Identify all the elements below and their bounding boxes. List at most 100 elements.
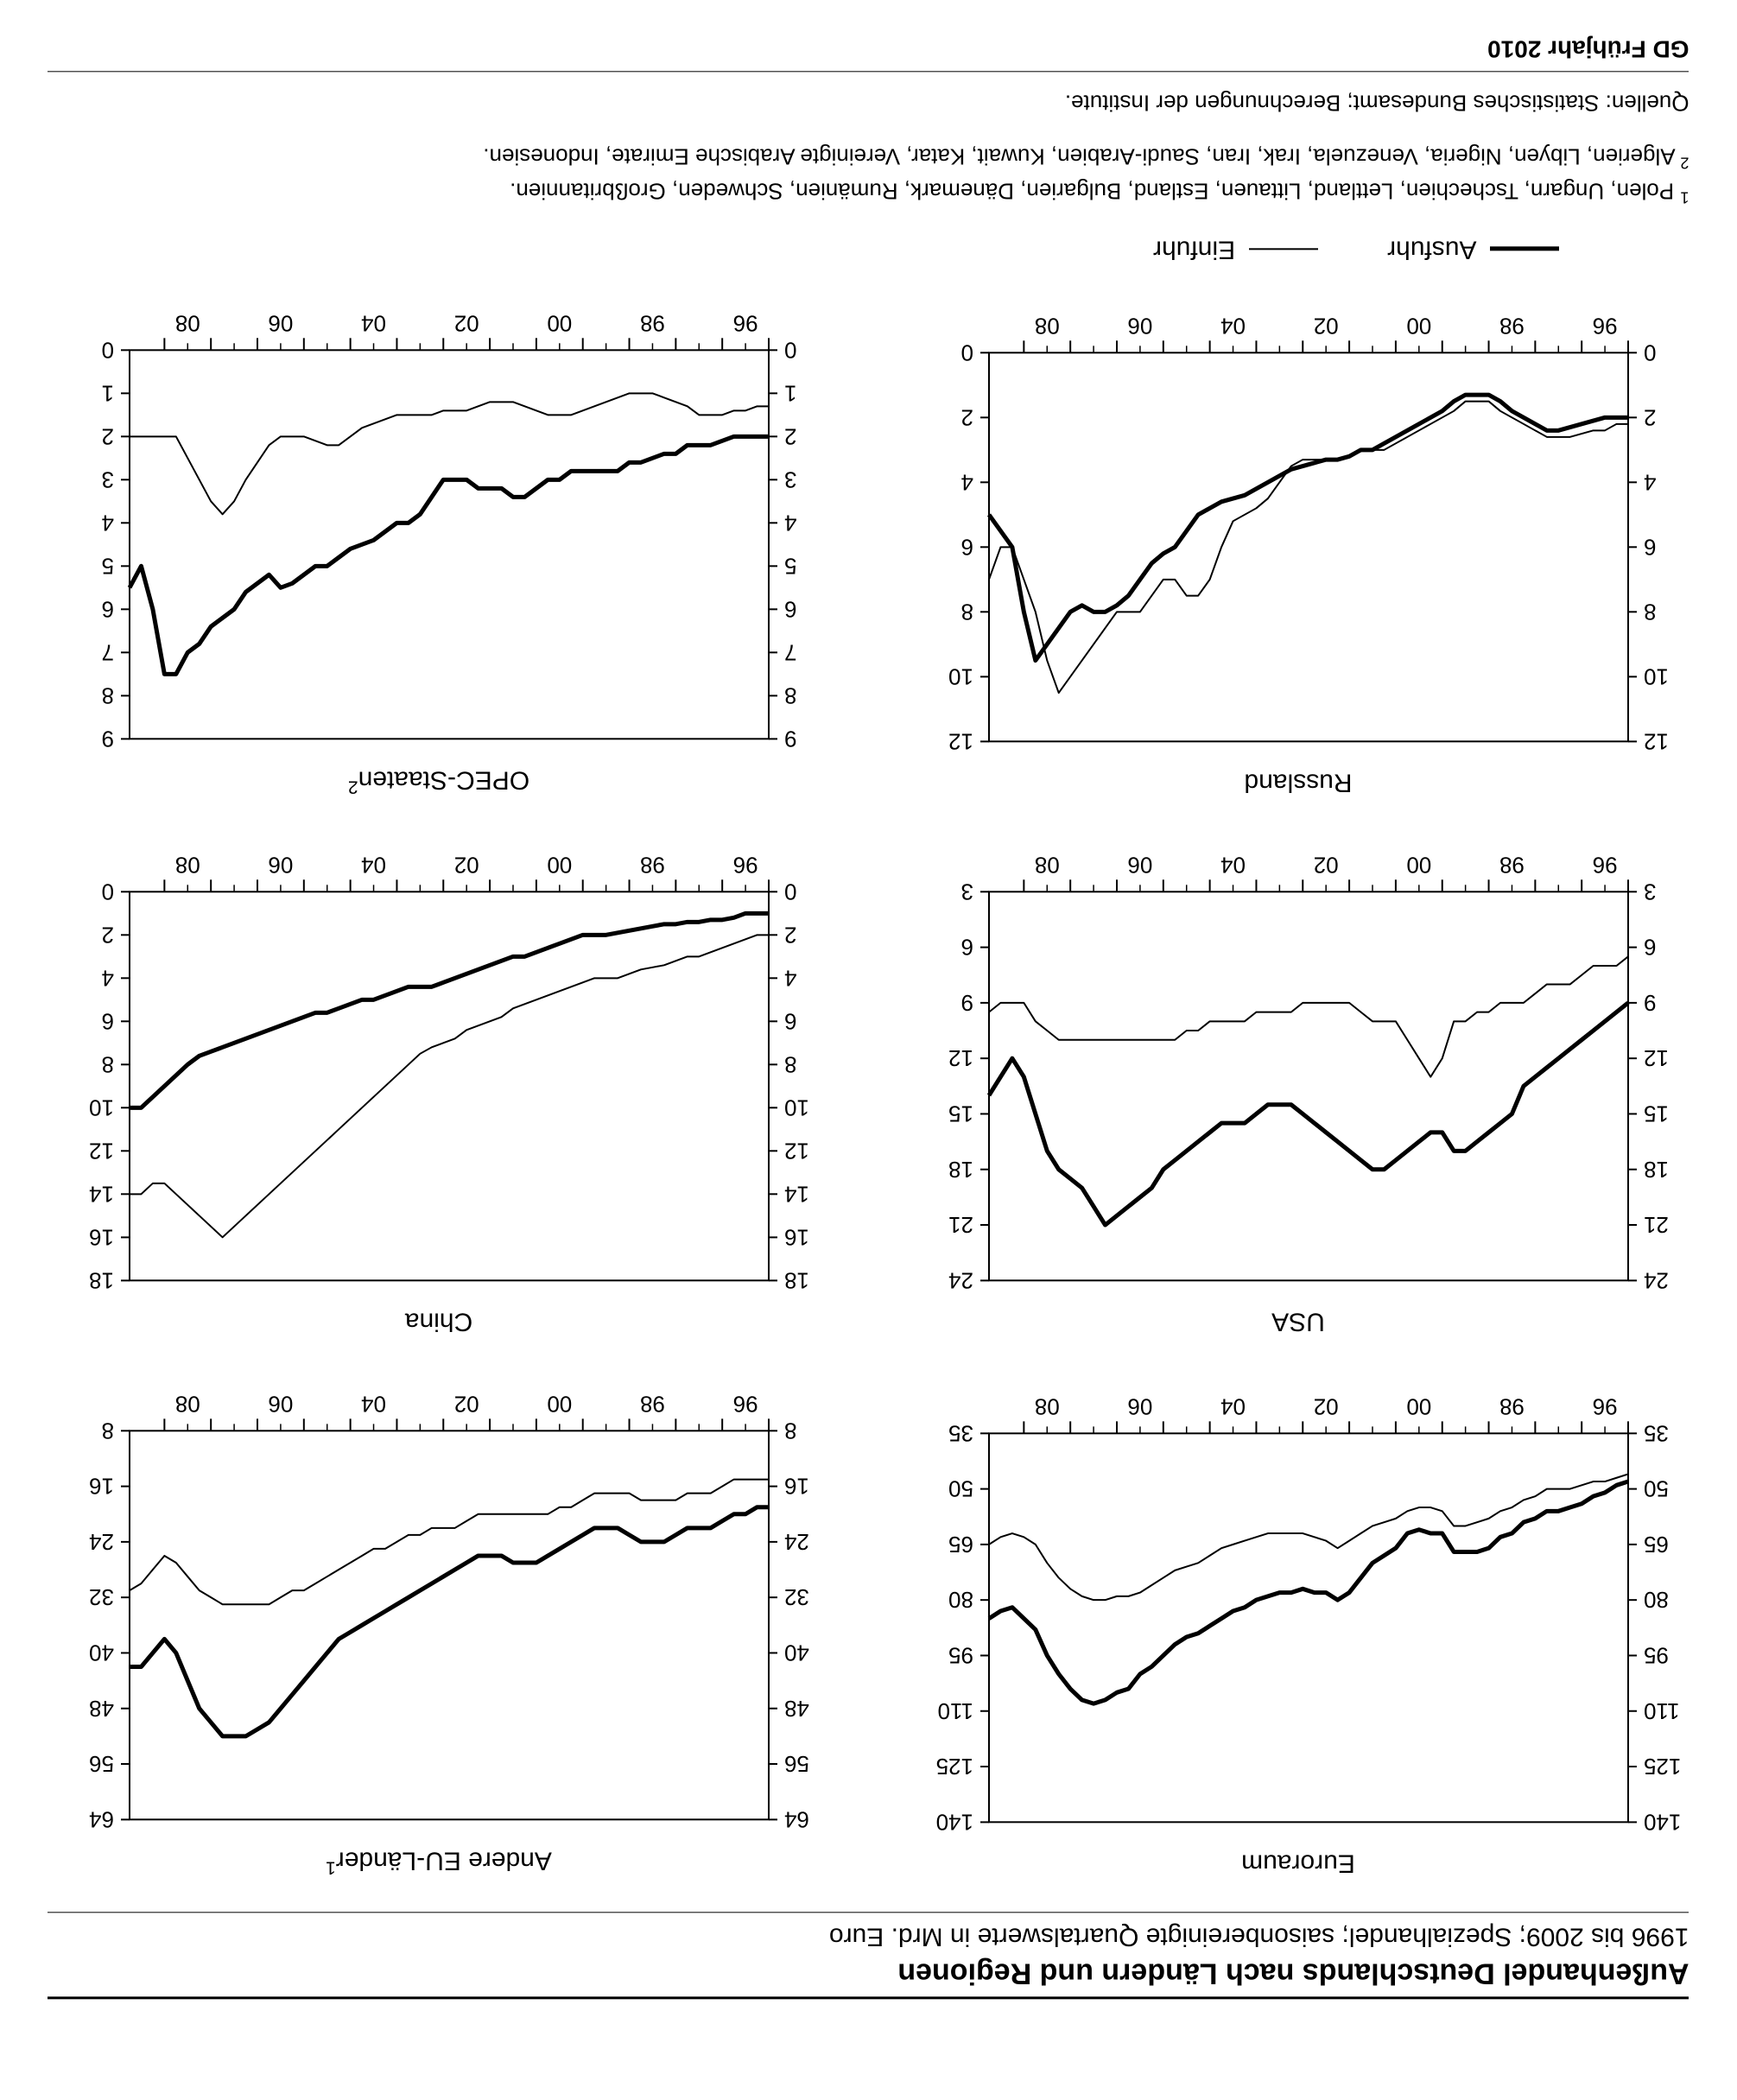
- svg-text:06: 06: [269, 310, 294, 336]
- svg-text:9: 9: [961, 990, 973, 1016]
- svg-text:3: 3: [785, 466, 797, 492]
- svg-text:12: 12: [1645, 728, 1670, 750]
- svg-text:02: 02: [1314, 852, 1339, 878]
- svg-text:14: 14: [785, 1181, 810, 1207]
- svg-text:04: 04: [1221, 852, 1246, 878]
- svg-text:6: 6: [1645, 534, 1657, 560]
- svg-text:24: 24: [1645, 1267, 1670, 1289]
- svg-text:15: 15: [1645, 1101, 1670, 1126]
- svg-text:2: 2: [961, 404, 973, 430]
- svg-text:8: 8: [785, 1418, 797, 1443]
- figure-container: Außenhandel Deutschlands nach Ländern un…: [48, 35, 1689, 1999]
- svg-text:16: 16: [90, 1474, 115, 1500]
- footnote-2: 2 Algerien, Libyen, Nigeria, Venezuela, …: [48, 140, 1689, 174]
- svg-text:6: 6: [961, 935, 973, 961]
- svg-text:4: 4: [102, 510, 114, 536]
- svg-text:08: 08: [175, 1391, 200, 1417]
- svg-text:48: 48: [785, 1696, 810, 1722]
- svg-text:24: 24: [785, 1529, 810, 1555]
- svg-text:18: 18: [785, 1267, 810, 1289]
- svg-text:96: 96: [1593, 852, 1618, 878]
- svg-text:50: 50: [949, 1476, 974, 1502]
- svg-text:125: 125: [936, 1754, 973, 1780]
- svg-text:4: 4: [961, 469, 973, 495]
- svg-text:7: 7: [102, 639, 114, 665]
- svg-text:4: 4: [785, 965, 797, 991]
- svg-text:98: 98: [640, 310, 665, 336]
- svg-text:5: 5: [102, 553, 114, 579]
- top-rule: [48, 1996, 1689, 1999]
- svg-text:140: 140: [1645, 1809, 1682, 1830]
- panels-grid: Euroraum35355050656580809595110110125125…: [48, 298, 1689, 1877]
- svg-text:00: 00: [1407, 313, 1432, 339]
- svg-text:02: 02: [1314, 313, 1339, 339]
- subtitle-rule: [48, 1912, 1689, 1913]
- svg-text:10: 10: [90, 1094, 115, 1120]
- svg-text:3: 3: [102, 466, 114, 492]
- svg-text:04: 04: [1221, 1393, 1246, 1419]
- svg-text:56: 56: [90, 1751, 115, 1777]
- svg-text:80: 80: [1645, 1587, 1670, 1613]
- svg-text:6: 6: [961, 534, 973, 560]
- svg-text:3: 3: [1645, 879, 1657, 904]
- svg-text:04: 04: [362, 1391, 387, 1417]
- svg-text:2: 2: [102, 922, 114, 948]
- panel-title-russland: Russland: [908, 767, 1689, 796]
- svg-text:65: 65: [949, 1532, 974, 1558]
- svg-text:9: 9: [102, 726, 114, 747]
- panel-andere-eu: Andere EU-Länder188161624243232404048485…: [48, 1379, 830, 1877]
- svg-text:15: 15: [949, 1101, 974, 1126]
- footer-left: GD Frühjahr 2010: [1487, 35, 1689, 62]
- footer-row: GD Frühjahr 2010: [48, 35, 1689, 62]
- svg-text:12: 12: [949, 1045, 974, 1071]
- svg-text:18: 18: [90, 1267, 115, 1289]
- chart-opec: 0011223344556677889996980002040608: [70, 298, 830, 747]
- svg-text:3: 3: [961, 879, 973, 904]
- footnotes: 1 Polen, Ungarn, Tschechien, Lettland, L…: [48, 140, 1689, 208]
- svg-text:00: 00: [548, 1391, 573, 1417]
- svg-text:0: 0: [102, 337, 114, 363]
- svg-text:4: 4: [1645, 469, 1657, 495]
- svg-text:08: 08: [1035, 1393, 1060, 1419]
- figure-title: Außenhandel Deutschlands nach Ländern un…: [48, 1956, 1689, 1989]
- svg-text:8: 8: [102, 1418, 114, 1443]
- panel-opec: OPEC-Staaten2001122334455667788999698000…: [48, 298, 830, 796]
- svg-text:24: 24: [949, 1267, 974, 1289]
- svg-text:8: 8: [785, 1051, 797, 1077]
- svg-text:9: 9: [1645, 990, 1657, 1016]
- svg-text:16: 16: [90, 1224, 115, 1250]
- svg-text:96: 96: [733, 310, 758, 336]
- svg-text:14: 14: [90, 1181, 115, 1207]
- svg-text:00: 00: [1407, 1393, 1432, 1419]
- svg-text:02: 02: [1314, 1393, 1339, 1419]
- svg-text:08: 08: [175, 852, 200, 878]
- svg-text:0: 0: [961, 339, 973, 365]
- chart-andere-eu: 8816162424323240404848565664649698000204…: [70, 1379, 830, 1828]
- svg-text:04: 04: [1221, 313, 1246, 339]
- chart-euroraum: 3535505065658080959511011012512514014096…: [929, 1381, 1689, 1830]
- svg-text:18: 18: [1645, 1157, 1670, 1183]
- svg-text:04: 04: [362, 852, 387, 878]
- legend: Ausfuhr Einfuhr: [48, 234, 1560, 263]
- svg-text:06: 06: [1128, 852, 1153, 878]
- svg-text:96: 96: [733, 852, 758, 878]
- svg-text:12: 12: [949, 728, 974, 750]
- svg-text:98: 98: [1499, 852, 1525, 878]
- panel-title-euroraum: Euroraum: [908, 1848, 1689, 1877]
- svg-text:95: 95: [949, 1642, 974, 1668]
- legend-einfuhr: Einfuhr: [1153, 234, 1318, 263]
- panel-russland: Russland00224466881010121296980002040608: [908, 298, 1689, 796]
- panel-title-andere-eu: Andere EU-Länder1: [48, 1845, 830, 1877]
- svg-text:00: 00: [1407, 852, 1432, 878]
- svg-text:0: 0: [102, 879, 114, 904]
- svg-text:110: 110: [1645, 1698, 1680, 1724]
- svg-text:7: 7: [785, 639, 797, 665]
- svg-text:8: 8: [102, 682, 114, 708]
- svg-text:64: 64: [785, 1806, 810, 1828]
- svg-text:6: 6: [1645, 935, 1657, 961]
- svg-text:6: 6: [102, 1008, 114, 1034]
- svg-text:10: 10: [1645, 663, 1670, 689]
- legend-einfuhr-label: Einfuhr: [1153, 234, 1235, 263]
- svg-text:08: 08: [1035, 852, 1060, 878]
- panel-title-china: China: [48, 1306, 830, 1335]
